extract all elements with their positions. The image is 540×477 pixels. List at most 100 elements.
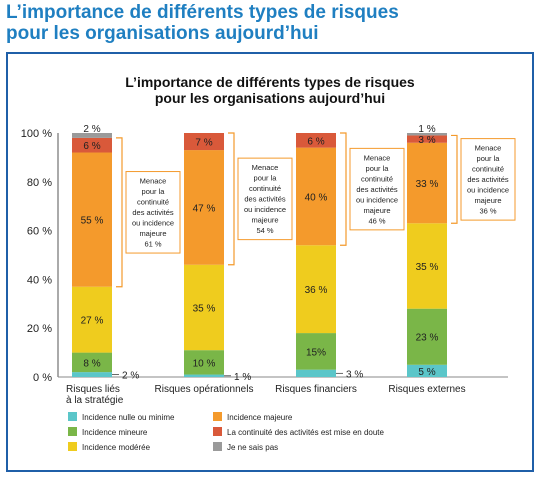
- y-tick-label: 80 %: [27, 177, 52, 189]
- annotation-line: des activités: [356, 185, 398, 194]
- legend-swatch: [213, 427, 222, 436]
- category-label: à la stratégie: [66, 395, 124, 406]
- category-label: Risques liés: [66, 384, 120, 395]
- bar-segment: [184, 374, 224, 377]
- annotation-line: pour la: [366, 164, 390, 173]
- bar-segment: [407, 364, 447, 377]
- y-axis: 0 % 20 % 40 % 60 % 80 % 100 %: [21, 128, 508, 384]
- bar-segment: [296, 245, 336, 334]
- page-title-line2: pour les organisations aujourd’hui: [6, 23, 319, 44]
- legend-item: Incidence nulle ou minime: [68, 412, 175, 422]
- segment-label: 40 %: [305, 192, 328, 203]
- annotation-line: continuité: [472, 165, 504, 174]
- annotation-box: [125, 171, 181, 254]
- annotation-line: majeure: [139, 229, 166, 238]
- annotation-line: ou incidence: [244, 205, 286, 214]
- bar-stack: 2 % 8 % 27 % 55 % 6 % 2 %: [72, 124, 139, 382]
- stacked-bar-chart: L’importance de différents types de risq…: [21, 74, 516, 452]
- segment-label: 36 %: [305, 285, 328, 296]
- legend-swatch: [68, 412, 77, 421]
- annotation-value: 46 %: [368, 216, 385, 225]
- page-title: L’importance de différents types de risq…: [6, 2, 536, 44]
- annotation-box: [349, 147, 405, 231]
- page-title-line1: L’importance de différents types de risq…: [6, 2, 399, 23]
- annotation-line: continuité: [361, 174, 393, 183]
- annotation-line: pour la: [254, 174, 278, 183]
- category-label: Risques opérationnels: [155, 384, 254, 395]
- annotation-line: des activités: [467, 175, 509, 184]
- annotation-line: Menace: [140, 177, 167, 186]
- legend: Incidence nulle ou minime Incidence majeu…: [68, 412, 385, 452]
- segment-label: 8 %: [83, 358, 100, 369]
- bar-segment: [407, 223, 447, 309]
- legend-label: La continuité des activités est mise en …: [227, 428, 385, 437]
- bracket: [340, 132, 347, 246]
- annotation-line: Menace: [475, 144, 502, 153]
- segment-label: 6 %: [307, 136, 324, 147]
- bracket: [228, 132, 235, 266]
- segment-label: 7 %: [195, 138, 212, 149]
- bar-segment: [296, 133, 336, 148]
- bar-segment: [296, 147, 336, 246]
- bar-segment: [72, 372, 112, 377]
- annotation-line: continuité: [137, 198, 169, 207]
- bar-segment: [296, 369, 336, 377]
- annotation-line: ou incidence: [356, 195, 398, 204]
- legend-swatch: [213, 412, 222, 421]
- bar-stack: 5 % 23 % 35 % 33 % 3 %1 %: [407, 124, 447, 378]
- bar-segment: [407, 308, 447, 365]
- annotation-line: Menace: [252, 163, 279, 172]
- annotation-line: ou incidence: [467, 186, 509, 195]
- annotation-line: pour la: [477, 154, 501, 163]
- bar-segment: [72, 286, 112, 353]
- bracket: [116, 137, 123, 288]
- legend-item: Je ne sais pas: [213, 442, 278, 452]
- legend-item: Incidence mineure: [68, 427, 148, 437]
- annotation-box: [237, 157, 293, 241]
- annotation-line: des activités: [132, 208, 174, 217]
- bar-segment: [184, 150, 224, 265]
- legend-swatch: [68, 442, 77, 451]
- category-label: Risques financiers: [275, 384, 357, 395]
- annotation-line: des activités: [244, 195, 286, 204]
- bar-segment: [72, 137, 112, 153]
- segment-label: 33 %: [416, 179, 439, 190]
- segment-label: 6 %: [83, 141, 100, 152]
- legend-swatch: [213, 442, 222, 451]
- annotation-line: majeure: [474, 196, 501, 205]
- bar-segment: [72, 352, 112, 373]
- annotation-line: continuité: [249, 184, 281, 193]
- annotation-value: 54 %: [256, 226, 273, 235]
- bar-segment: [184, 133, 224, 151]
- segment-label: 2 %: [122, 371, 139, 382]
- segment-label: 10 %: [193, 358, 216, 369]
- segment-label: 55 %: [81, 216, 104, 227]
- bar-segment: [72, 152, 112, 287]
- legend-swatch: [68, 427, 77, 436]
- annotation-value: 36 %: [479, 207, 496, 216]
- segment-label: 1 %: [418, 124, 435, 135]
- annotation-line: ou incidence: [132, 219, 174, 228]
- segment-label: 3 %: [346, 369, 363, 380]
- bar-segment: [407, 142, 447, 224]
- bar-segment: [407, 133, 447, 136]
- annotation-line: majeure: [363, 206, 390, 215]
- bar-stack: 3 % 15% 36 % 40 % 6 %: [296, 133, 363, 380]
- segment-label: 15%: [306, 347, 326, 358]
- segment-label: 2 %: [83, 124, 100, 135]
- y-tick-label: 60 %: [27, 226, 52, 238]
- legend-item: La continuité des activités est mise en …: [213, 427, 385, 437]
- chart-title-line1: L’importance de différents types de risq…: [125, 74, 415, 90]
- y-tick-label: 40 %: [27, 274, 52, 286]
- bar-stack: 1 % 10 % 35 % 47 % 7 %: [184, 133, 251, 383]
- chart-frame: L’importance de différents types de risq…: [6, 52, 534, 472]
- bar-segment: [407, 135, 447, 143]
- legend-label: Incidence majeure: [227, 413, 293, 422]
- annotation-box: [460, 138, 516, 221]
- segment-label: 23 %: [416, 333, 439, 344]
- segment-label: 35 %: [193, 303, 216, 314]
- segment-label: 47 %: [193, 203, 216, 214]
